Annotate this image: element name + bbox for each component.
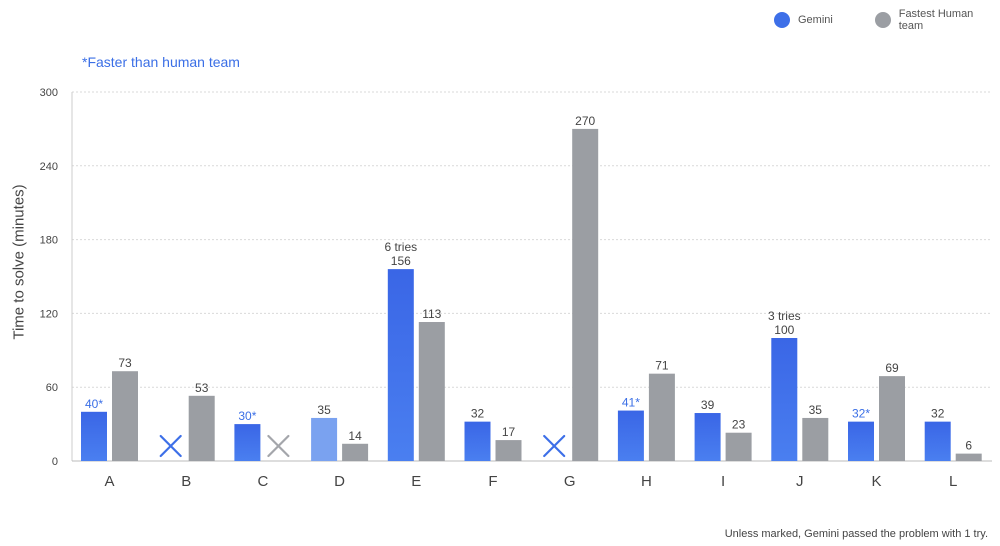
- legend-item-human: Fastest Human team: [874, 8, 1000, 32]
- human-value-label: 53: [195, 381, 209, 395]
- y-tick-label: 180: [40, 235, 58, 247]
- gemini-bar: [81, 411, 107, 461]
- legend: Gemini Fastest Human team: [774, 8, 1000, 32]
- gemini-tries-label: 6 tries: [384, 240, 417, 254]
- gemini-value-label: 35: [317, 403, 331, 417]
- human-value-label: 69: [885, 361, 899, 375]
- gemini-value-label: 32: [931, 407, 945, 421]
- gemini-fail-x-icon: [159, 434, 182, 458]
- human-bar: [802, 417, 829, 461]
- x-tick-label: J: [796, 473, 804, 490]
- x-tick-label: F: [488, 473, 497, 490]
- gemini-bar: [387, 269, 414, 461]
- legend-item-gemini: Gemini: [774, 12, 833, 28]
- gemini-bar: [464, 421, 491, 461]
- faster-note: *Faster than human team: [82, 54, 240, 70]
- human-bar: [188, 395, 215, 461]
- legend-dot-human: [874, 12, 891, 28]
- y-tick-label: 120: [40, 308, 58, 320]
- gemini-bar: [924, 421, 951, 461]
- human-value-label: 270: [575, 114, 595, 128]
- human-value-label: 14: [348, 429, 362, 443]
- human-value-label: 35: [809, 403, 823, 417]
- human-bar: [418, 322, 445, 461]
- human-value-label: 17: [502, 425, 516, 439]
- human-bar: [495, 440, 522, 461]
- legend-label-human: Fastest Human team: [898, 8, 974, 32]
- legend-dot-gemini: [774, 12, 790, 28]
- gemini-bar: [311, 417, 338, 461]
- y-tick-label: 240: [40, 161, 58, 173]
- x-tick-label: C: [257, 473, 268, 490]
- y-tick-label: 60: [46, 382, 58, 394]
- human-bar: [879, 376, 905, 461]
- x-tick-label: A: [104, 473, 114, 490]
- gemini-bar: [617, 410, 644, 461]
- fail-x-stroke: [159, 434, 182, 458]
- gemini-value-label: 156: [391, 254, 411, 268]
- human-bar: [572, 128, 599, 461]
- human-value-label: 71: [655, 359, 669, 373]
- x-tick-label: I: [721, 473, 725, 490]
- x-tick-label: K: [871, 473, 881, 490]
- x-tick-label: H: [641, 473, 652, 490]
- gemini-bar: [848, 421, 874, 461]
- legend-label-gemini: Gemini: [798, 14, 833, 26]
- human-value-label: 73: [118, 356, 132, 370]
- human-bar: [112, 371, 138, 461]
- human-fail-x-icon: [267, 434, 290, 458]
- x-tick-label: L: [949, 473, 957, 490]
- x-tick-label: G: [564, 473, 576, 490]
- human-value-label: 23: [732, 418, 746, 432]
- gemini-value-label: 32: [471, 407, 485, 421]
- fail-x-stroke: [267, 434, 290, 458]
- gemini-value-label: 41*: [622, 396, 640, 410]
- gemini-bar: [694, 413, 721, 461]
- human-bar: [342, 443, 369, 461]
- fail-x-stroke: [543, 434, 566, 458]
- x-tick-label: B: [181, 473, 191, 490]
- gemini-value-label: 39: [701, 398, 715, 412]
- gemini-fail-x-icon: [543, 434, 566, 458]
- human-bar: [725, 432, 752, 461]
- gemini-bar: [234, 424, 261, 461]
- gemini-tries-label: 3 tries: [768, 309, 801, 323]
- gemini-bar: [771, 338, 798, 461]
- human-value-label: 113: [422, 307, 441, 321]
- gemini-value-label: 30*: [238, 409, 256, 423]
- y-tick-label: 0: [52, 456, 58, 468]
- gemini-value-label: 40*: [85, 397, 103, 411]
- y-tick-label: 300: [40, 87, 58, 99]
- human-bar: [648, 373, 675, 461]
- gemini-value-label: 32*: [852, 407, 870, 421]
- x-tick-label: E: [411, 473, 421, 490]
- human-bar: [955, 453, 982, 461]
- footer-note: Unless marked, Gemini passed the problem…: [724, 528, 988, 540]
- human-value-label: 6: [965, 439, 972, 453]
- gemini-value-label: 100: [774, 323, 794, 337]
- x-tick-label: D: [334, 473, 345, 490]
